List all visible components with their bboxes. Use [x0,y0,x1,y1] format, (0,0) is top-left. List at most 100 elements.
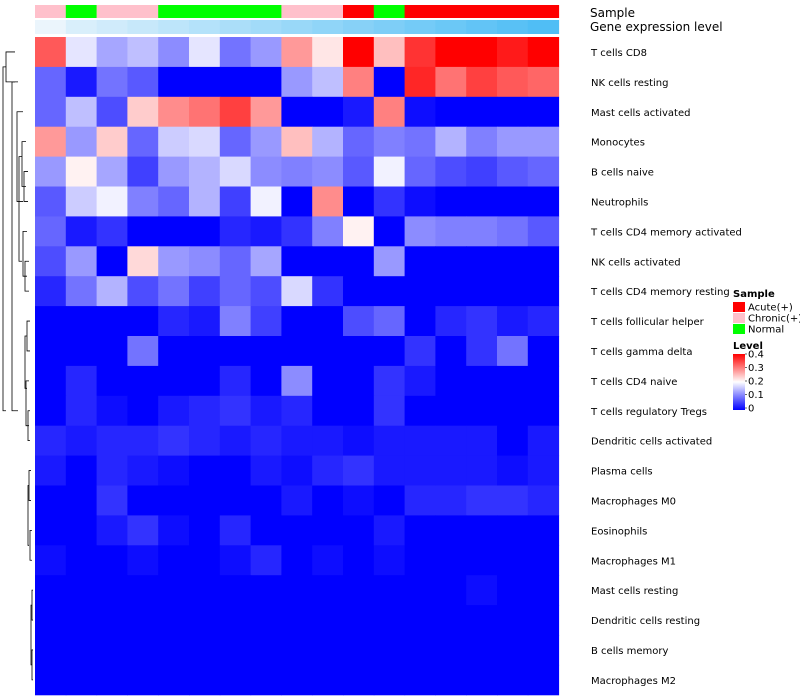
heatmap-cell [373,605,406,636]
heatmap-cell [497,395,529,427]
heatmap-cell [250,336,282,367]
sample-annotation-cell [35,5,67,18]
heatmap-cell [497,365,529,397]
heatmap-cell [219,395,252,427]
heatmap-cell [189,156,221,187]
gene-expression-annotation-cell [219,20,252,34]
heatmap-cell [281,336,313,367]
heatmap-cell [127,96,159,128]
gene-expression-annotation-cell [250,20,282,34]
sample-annotation-cell [189,5,221,18]
heatmap-cell [527,66,560,98]
heatmap-cell [250,276,282,307]
heatmap-cell [281,156,313,187]
legend-item-label: Acute(+) [748,303,793,314]
sample-annotation-cell [250,5,282,18]
heatmap-cell [527,156,560,187]
heatmap-cell [312,186,344,217]
heatmap-cell [527,306,560,337]
heatmap-cell [497,545,529,576]
heatmap-cell [127,37,159,68]
heatmap-cell [96,545,128,576]
heatmap-cell [435,605,467,636]
heatmap-cell [65,664,98,696]
heatmap-cell [497,216,529,247]
legend: Sample Acute(+)Chronic(+)Normal Level 0.… [733,289,800,415]
heatmap-cell [158,664,190,696]
heatmap-cell [35,455,67,486]
heatmap-cell [96,455,128,486]
heatmap-cell [312,276,344,307]
heatmap-cell [343,455,375,486]
heatmap-cell [435,126,467,158]
heatmap-cell [373,485,406,516]
row-label: T cells gamma delta [590,347,692,358]
heatmap-cell [373,66,406,98]
dendrogram-branch [30,604,32,666]
heatmap-cell [250,545,282,576]
heatmap-cell [435,216,467,247]
heatmap-cell [219,276,252,307]
row-dendrogram [2,51,33,681]
heatmap-cell [35,126,67,158]
heatmap-cell [373,246,406,277]
heatmap-cell [96,306,128,337]
heatmap-cell [35,365,67,397]
heatmap-cell [373,126,406,158]
heatmap-cell [219,664,252,696]
heatmap-cell [435,276,467,307]
heatmap-cell [373,96,406,128]
heatmap-cell [312,336,344,367]
dendrogram-branch [31,649,33,681]
heatmap-cell [343,545,375,576]
heatmap-cell [373,306,406,337]
heatmap-cell [65,545,98,576]
heatmap-cell [404,156,436,187]
sample-annotation-label: Sample [590,6,635,20]
heatmap-cell [497,126,529,158]
gene-expression-annotation-cell [466,20,498,34]
heatmap-cell [404,635,436,666]
heatmap-cell [312,365,344,397]
heatmap-cell [281,575,313,606]
heatmap-cell [250,515,282,546]
heatmap-cell [435,306,467,337]
heatmap-cell [343,664,375,696]
heatmap-cell [65,635,98,666]
heatmap-cell [250,365,282,397]
heatmap-cell [373,425,406,457]
heatmap-cell [219,455,252,486]
row-label: Plasma cells [591,467,653,478]
heatmap-cell [312,395,344,427]
heatmap-cell [96,246,128,277]
heatmap-cell [466,485,498,516]
row-label: B cells memory [591,646,668,657]
heatmap-cell [65,306,98,337]
heatmap-cell [219,575,252,606]
heatmap-cell [404,515,436,546]
heatmap-cell [497,186,529,217]
legend-tick-label: 0.1 [748,390,764,401]
heatmap-cell [281,455,313,486]
heatmap-cell [65,156,98,187]
heatmap-cell [527,605,560,636]
heatmap-cell [158,156,190,187]
heatmap-cell [35,605,67,636]
heatmap-cell [250,455,282,486]
row-label: NK cells resting [591,78,668,89]
heatmap-cell [312,126,344,158]
heatmap-cell [373,186,406,217]
heatmap-cell [373,276,406,307]
sample-annotation-cell [373,5,406,18]
heatmap-cell [65,276,98,307]
gene-expression-annotation-cell [343,20,375,34]
heatmap-cell [189,605,221,636]
row-label: Mast cells resting [591,586,678,597]
heatmap-cell [96,515,128,546]
heatmap-cell [373,365,406,397]
heatmap-cell [219,545,252,576]
heatmap-cell [250,156,282,187]
sample-annotation-cell [65,5,98,18]
heatmap-cell [96,425,128,457]
level-colorbar [733,354,745,410]
